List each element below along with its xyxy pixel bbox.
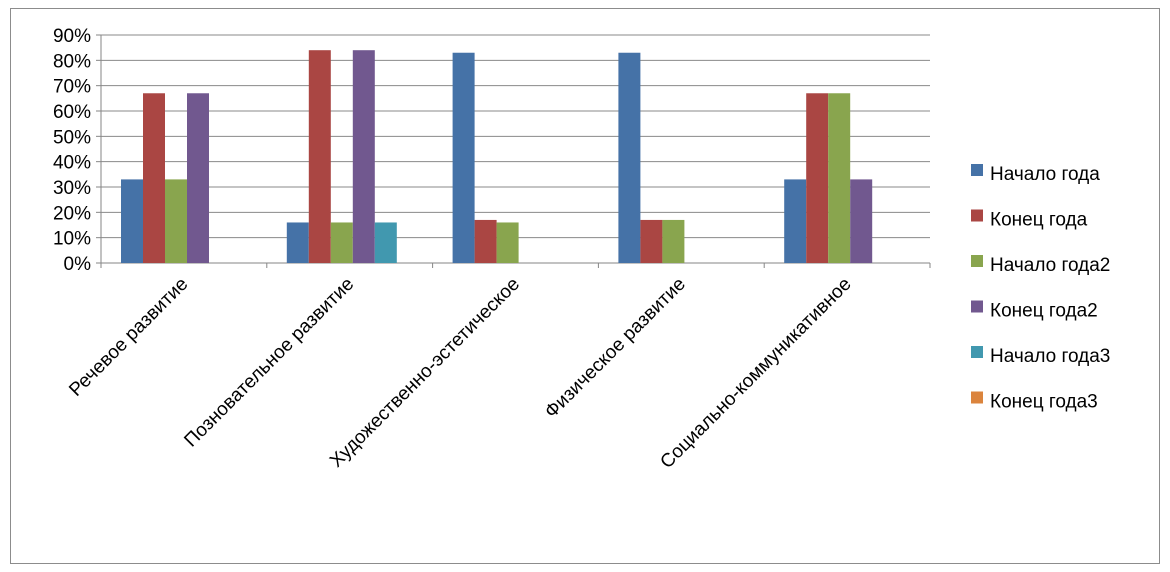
y-tick-label: 80% — [53, 51, 91, 72]
bar — [496, 222, 519, 263]
category-label: Социально-коммуникативное — [656, 274, 855, 473]
bar — [452, 52, 475, 263]
bar — [618, 52, 641, 263]
bar — [374, 222, 397, 263]
bar — [640, 219, 663, 263]
category-label: Художественно-эстетическое — [326, 274, 524, 472]
y-tick-label: 40% — [53, 153, 91, 174]
legend-label: Конец года3 — [990, 392, 1098, 413]
legend-swatch — [971, 164, 983, 176]
y-tick-label: 60% — [53, 102, 91, 123]
bar — [784, 179, 807, 263]
bar — [286, 222, 309, 263]
bar — [308, 50, 331, 264]
category-label: Речевое развитие — [65, 274, 192, 401]
legend-label: Конец года2 — [990, 301, 1098, 322]
bar — [850, 179, 873, 263]
category-label: Позновательное развитие — [180, 274, 358, 452]
bar — [121, 179, 143, 263]
bar — [352, 50, 375, 264]
y-tick-label: 90% — [53, 26, 91, 47]
y-tick-label: 30% — [53, 178, 91, 199]
legend-swatch — [971, 300, 983, 313]
legend-swatch — [971, 209, 983, 222]
bar — [806, 93, 829, 264]
bar — [330, 222, 353, 263]
legend-label: Начало года — [990, 164, 1100, 185]
category-label: Физическое развитие — [541, 274, 690, 423]
legend-label: Начало года3 — [990, 346, 1110, 367]
legend-swatch — [971, 255, 983, 267]
legend-swatch — [971, 346, 983, 358]
y-tick-label: 70% — [53, 77, 91, 98]
y-tick-label: 50% — [53, 127, 91, 148]
legend-swatch — [971, 391, 983, 404]
y-tick-label: 10% — [53, 229, 91, 250]
bar — [474, 219, 497, 263]
bar — [662, 219, 685, 263]
legend-label: Конец года — [990, 210, 1088, 231]
legend-label: Начало года2 — [990, 255, 1110, 276]
y-tick-label: 20% — [53, 203, 91, 224]
bar — [187, 93, 209, 264]
bar — [143, 93, 165, 264]
bar — [828, 93, 851, 264]
bar — [165, 179, 187, 263]
y-tick-label: 0% — [64, 254, 92, 275]
